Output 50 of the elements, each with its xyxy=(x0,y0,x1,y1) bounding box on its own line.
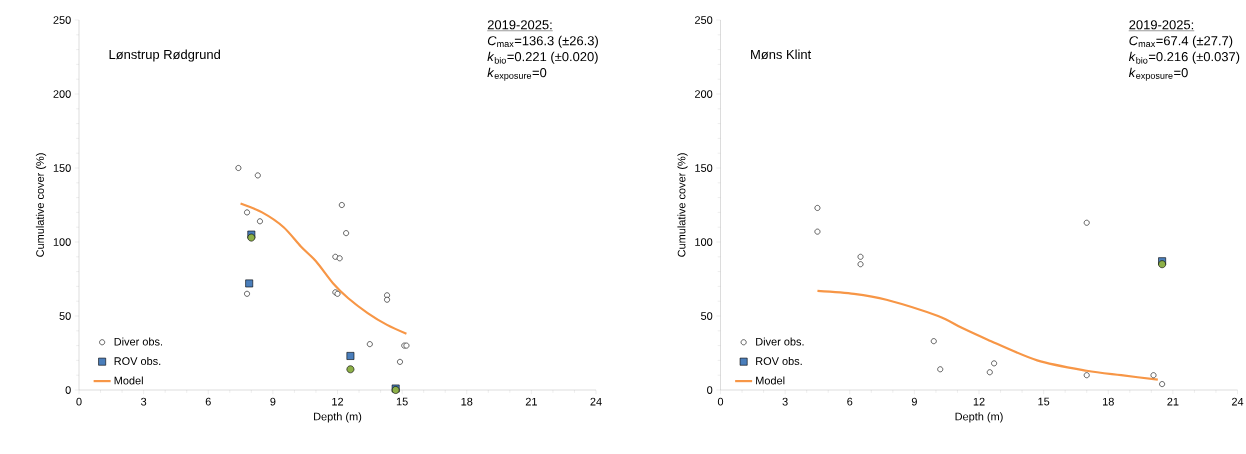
y-tick-label: 150 xyxy=(695,164,713,172)
legend-label: Diver obs. xyxy=(756,337,804,346)
x-tick-label: 3 xyxy=(782,397,788,406)
x-axis-title: Depth (m) xyxy=(314,412,362,423)
legend-label: Diver obs. xyxy=(114,337,163,346)
y-tick-label: 0 xyxy=(65,386,71,394)
x-tick-label: 15 xyxy=(396,397,408,406)
annotation: k$_{exposure}$=0 xyxy=(1128,67,1188,81)
x-tick-label: 15 xyxy=(1038,397,1050,406)
y-tick-label: 200 xyxy=(695,90,713,98)
annotation: k$_{bio}$=0.221 (±0.020) xyxy=(487,51,598,64)
legend-label: ROV obs. xyxy=(114,356,161,366)
y-tick-label: 250 xyxy=(695,16,713,24)
x-tick-label: 18 xyxy=(1103,397,1114,406)
legend-label: Model xyxy=(114,376,143,385)
annotation: k$_{exposure}$=0 xyxy=(487,67,547,81)
y-tick-label: 100 xyxy=(53,238,71,246)
x-tick-label: 12 xyxy=(973,397,985,406)
x-tick-label: 9 xyxy=(270,397,276,406)
annotation: Møns Klint xyxy=(751,49,812,60)
y-tick-label: 50 xyxy=(59,312,71,320)
x-tick-label: 24 xyxy=(590,397,602,406)
legend-label: Model xyxy=(756,376,785,385)
x-tick-label: 21 xyxy=(1167,397,1179,406)
x-tick-label: 6 xyxy=(205,397,211,406)
x-tick-label: 0 xyxy=(717,397,724,406)
x-tick-label: 3 xyxy=(141,397,147,406)
annotation: Lønstrup Rødgrund xyxy=(109,49,220,62)
y-tick-label: 150 xyxy=(53,164,71,172)
x-tick-label: 9 xyxy=(911,397,917,406)
y-axis-title: Cumulative cover (%) xyxy=(677,153,688,257)
x-tick-label: 24 xyxy=(1231,397,1244,406)
x-tick-label: 18 xyxy=(461,397,473,406)
annotation: 2019-2025: xyxy=(1129,20,1194,30)
y-tick-label: 0 xyxy=(707,386,713,394)
y-axis-title: Cumulative cover (%) xyxy=(35,153,47,257)
annotation: C$_{max}$=67.4 (±27.7) xyxy=(1129,35,1233,48)
annotation: k$_{bio}$=0.216 (±0.037) xyxy=(1128,51,1240,64)
y-tick-label: 200 xyxy=(53,90,71,98)
x-tick-label: 21 xyxy=(525,397,537,406)
annotation: 2019-2025: xyxy=(487,20,552,30)
annotation: C$_{max}$=136.3 (±26.3) xyxy=(487,35,598,48)
x-tick-label: 6 xyxy=(847,397,853,406)
y-tick-label: 100 xyxy=(695,238,713,246)
y-tick-label: 250 xyxy=(53,16,71,24)
legend-label: ROV obs. xyxy=(756,356,802,366)
x-axis-title: Depth (m) xyxy=(955,412,1003,423)
y-tick-label: 50 xyxy=(700,312,713,320)
x-tick-label: 0 xyxy=(76,397,82,406)
x-tick-label: 12 xyxy=(332,397,344,406)
